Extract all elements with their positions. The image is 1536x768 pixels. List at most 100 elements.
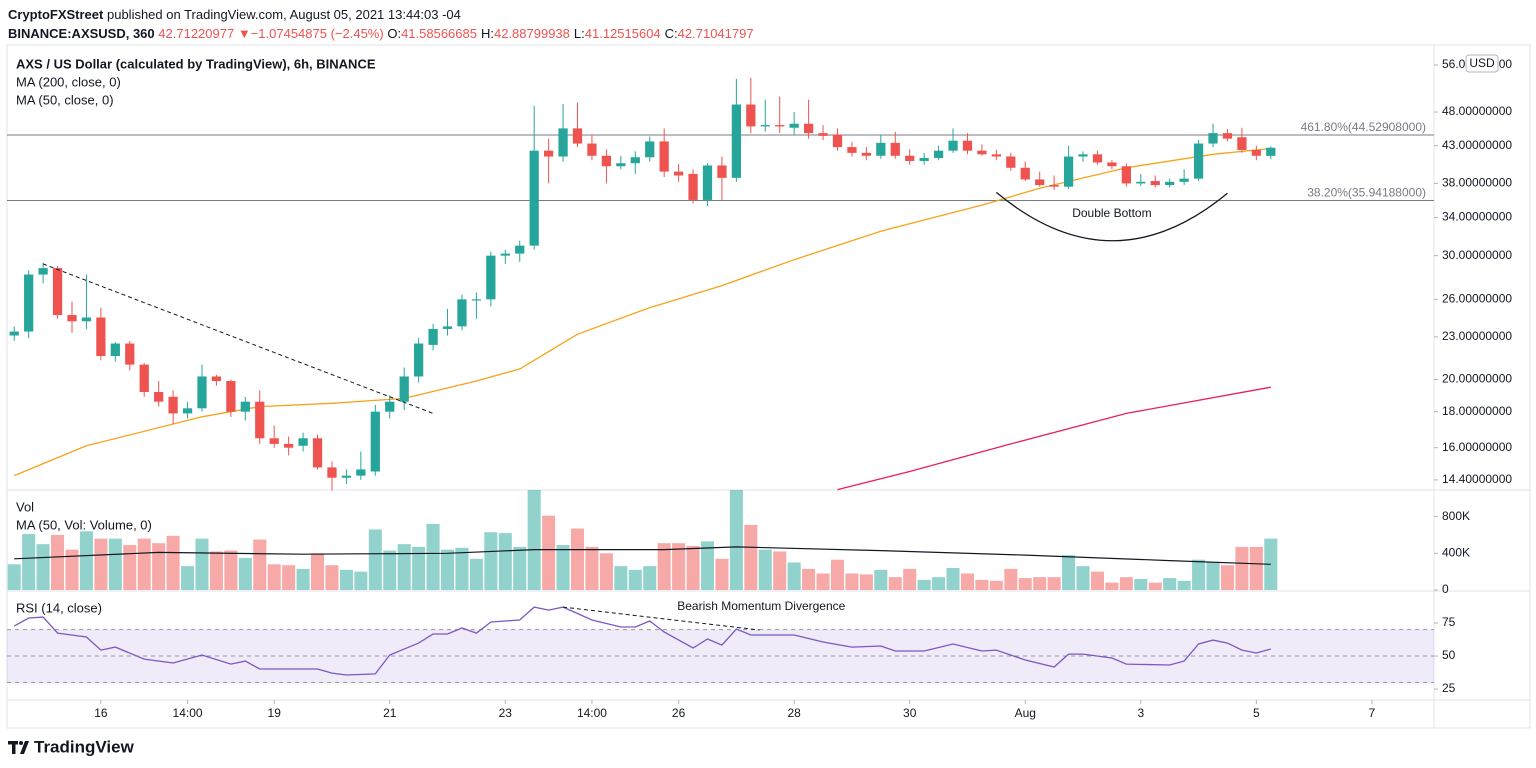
volume-bar (426, 523, 440, 590)
ma-line (14, 546, 1271, 565)
volume-bar (1062, 555, 1076, 590)
volume-bar (440, 549, 455, 590)
y-tick-label: 50 (1442, 648, 1456, 662)
pane-title: Vol (16, 499, 34, 514)
candle-body (991, 154, 1001, 157)
volume-bar (859, 574, 873, 590)
volume-bar (22, 534, 36, 590)
y-tick-label: 48.00000000 (1442, 104, 1512, 118)
candle-body (962, 140, 973, 151)
candle-body (876, 142, 886, 156)
candle-body (659, 141, 669, 172)
volume-bar (614, 566, 628, 590)
candle-body (226, 381, 236, 412)
candle-body (312, 438, 323, 468)
volume-bar (1148, 582, 1162, 590)
pane-title: RSI (14, close) (16, 600, 102, 615)
candle-body (572, 128, 583, 144)
volume-bar (744, 524, 758, 590)
volume-bar (773, 551, 787, 590)
x-tick-label: 30 (903, 706, 917, 720)
candle-body (414, 343, 424, 377)
volume-bar (137, 538, 151, 590)
volume-bar (960, 573, 975, 590)
y-tick-label: 38.00000000 (1442, 176, 1512, 190)
ohlc: O:41.58566685 H:42.88799938 L:41.12515604 C… (387, 26, 757, 41)
ohlc-label: L: (573, 26, 585, 41)
candle-body (1107, 162, 1117, 167)
candle-body (52, 268, 63, 316)
volume-bar (1163, 578, 1177, 590)
volume-bar (874, 569, 888, 590)
candle-body (1063, 156, 1074, 187)
candle-body (298, 438, 308, 446)
candle-body (500, 253, 510, 256)
currency-badge (1465, 54, 1499, 73)
volume-bar (397, 544, 411, 590)
candle-body (1266, 147, 1276, 156)
volume-bar (108, 538, 122, 590)
volume-bar (282, 565, 296, 590)
candle-body (529, 150, 539, 246)
volume-bar (1004, 568, 1018, 590)
volume-bar (296, 568, 310, 590)
volume-bar (1105, 582, 1119, 590)
volume-bar (238, 557, 252, 590)
volume-bar (989, 580, 1003, 590)
candle-body (1179, 178, 1189, 182)
ohlc-label: C: (664, 26, 678, 41)
candle-body (96, 317, 106, 356)
candle-body (1208, 133, 1218, 144)
currency: USD (1469, 56, 1495, 70)
candle-body (341, 475, 352, 478)
volume-bar (643, 566, 657, 590)
candle-body (558, 128, 568, 157)
candle-body (861, 152, 871, 156)
candle-body (977, 150, 987, 155)
y-tick-label: 20.00000000 (1442, 372, 1512, 386)
volume-bar (152, 543, 166, 590)
candle-body (1150, 181, 1160, 186)
y-tick-label: 800K (1442, 509, 1470, 523)
volume-bar (975, 579, 989, 590)
candle-body (1049, 185, 1059, 187)
symbol-line: BINANCE:AXSUSD, 360 42.71220977 ▼−1.0745… (8, 24, 758, 43)
candle-body (1136, 181, 1146, 184)
candle-body (760, 125, 770, 127)
volume-bar (1192, 559, 1206, 590)
chart-title: AXS / US Dollar (calculated by TradingVi… (16, 56, 376, 71)
volume-bar (570, 528, 585, 590)
y-tick-label: 30.00000000 (1442, 248, 1512, 262)
candle-body (890, 142, 900, 156)
candle-body (905, 155, 915, 161)
candle-body (168, 396, 178, 414)
candle-body (1121, 166, 1131, 184)
candle-body (399, 376, 409, 402)
y-tick-label: 23.00000000 (1442, 329, 1512, 343)
volume-bar (1033, 577, 1047, 590)
change-arrow: ▼ (237, 26, 251, 41)
ma-line (13, 147, 1271, 477)
fib-label: 38.20%(35.94188000) (1307, 186, 1426, 200)
candle-body (948, 140, 958, 151)
y-tick-label: 18.00000000 (1442, 404, 1512, 418)
volume-bar (802, 568, 816, 590)
y-tick-label: 25 (1442, 681, 1456, 695)
author: CryptoFXStreet (8, 7, 104, 22)
x-tick-label: 16 (94, 706, 108, 720)
volume-bar (888, 577, 902, 590)
candle-body (1078, 154, 1088, 157)
y-tick-label: 75 (1442, 615, 1456, 629)
volume-bar (513, 546, 527, 590)
ohlc-value: 41.58566685 (401, 26, 477, 41)
candle-body (197, 376, 207, 409)
volume-bar (455, 547, 469, 590)
candle-body (717, 165, 727, 178)
volume-bar (224, 550, 238, 590)
ohlc-value: 42.71041797 (677, 26, 754, 41)
x-tick-label: 14:00 (173, 706, 203, 720)
logo-text: TradingView (34, 737, 135, 756)
candle-body (428, 328, 438, 345)
x-tick-label: 14:00 (577, 706, 607, 720)
volume-bar (498, 533, 512, 590)
